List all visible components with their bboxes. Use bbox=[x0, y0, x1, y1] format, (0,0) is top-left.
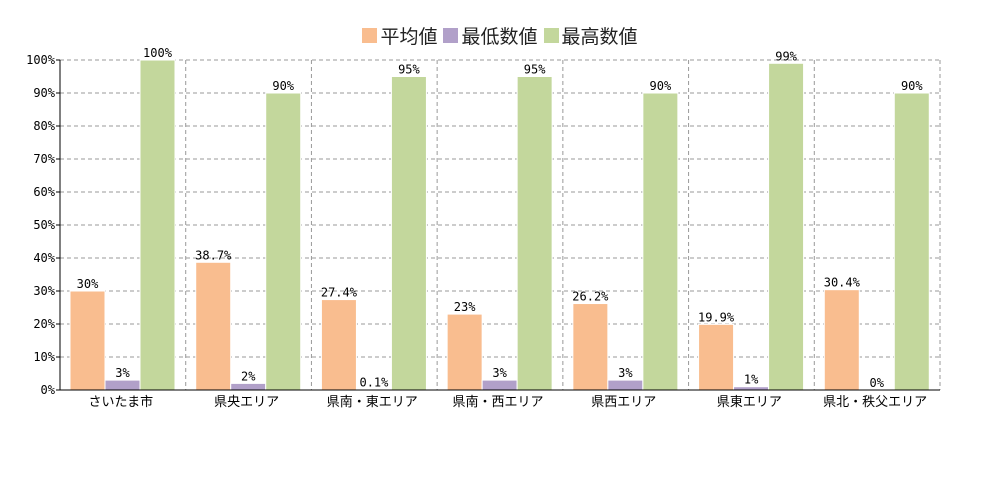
bar bbox=[516, 76, 553, 391]
data-label: 0.1% bbox=[359, 376, 389, 390]
data-label: 27.4% bbox=[321, 286, 358, 300]
y-tick-label: 60% bbox=[33, 185, 55, 199]
x-tick-label: 県央エリア bbox=[214, 395, 279, 410]
y-tick-label: 50% bbox=[33, 218, 55, 232]
data-label: 30% bbox=[77, 277, 99, 291]
data-label: 2% bbox=[241, 369, 256, 383]
y-tick-label: 20% bbox=[33, 317, 55, 331]
bar bbox=[607, 379, 644, 391]
x-tick-label: 県東エリア bbox=[717, 394, 782, 410]
grid-lines bbox=[60, 59, 941, 390]
axes: 0% 10% 20% 30% 40% 50% 60% 70% 80% 90% 100% さいたま市 県央… bbox=[26, 53, 940, 410]
data-label: 90% bbox=[272, 79, 294, 93]
bar bbox=[481, 379, 518, 391]
data-label: 99% bbox=[775, 49, 797, 63]
x-tick-label: さいたま市 bbox=[89, 394, 154, 410]
x-tick-label: 県南・西エリア bbox=[452, 394, 543, 410]
bars bbox=[69, 59, 930, 391]
data-label: 3% bbox=[618, 366, 633, 380]
data-label: 23% bbox=[454, 300, 476, 314]
bar bbox=[572, 303, 609, 391]
data-label: 30.4% bbox=[824, 276, 861, 290]
bar bbox=[139, 59, 176, 391]
y-tick-label: 90% bbox=[33, 86, 55, 100]
bar bbox=[768, 62, 805, 391]
data-label: 95% bbox=[398, 63, 420, 77]
legend-item-average: 平均値 bbox=[362, 22, 437, 49]
data-label: 90% bbox=[650, 79, 672, 93]
data-label: 90% bbox=[901, 79, 923, 93]
data-label: 38.7% bbox=[195, 248, 232, 262]
data-label: 0% bbox=[870, 376, 885, 390]
y-tick-label: 70% bbox=[33, 152, 55, 166]
bar bbox=[195, 261, 232, 391]
data-label: 95% bbox=[524, 63, 546, 77]
data-label: 3% bbox=[115, 366, 130, 380]
bar bbox=[390, 76, 427, 391]
chart-legend: 平均値 最低数値 最高数値 bbox=[0, 22, 1000, 49]
x-tick-label: 県北・秩父エリア bbox=[823, 395, 927, 410]
y-tick-label: 100% bbox=[26, 53, 56, 67]
data-label: 19.9% bbox=[698, 310, 735, 324]
x-tick-label: 県西エリア bbox=[591, 395, 656, 410]
y-tick-label: 40% bbox=[33, 251, 55, 265]
data-label: 26.2% bbox=[572, 290, 609, 304]
bar bbox=[230, 382, 267, 391]
legend-swatch-maximum bbox=[543, 28, 559, 43]
legend-swatch-average bbox=[362, 28, 378, 43]
y-tick-label: 0% bbox=[41, 383, 56, 397]
bar bbox=[104, 379, 141, 391]
legend-swatch-minimum bbox=[443, 28, 459, 43]
x-tick-label: 県南・東エリア bbox=[327, 394, 418, 410]
y-tick-label: 80% bbox=[33, 119, 55, 133]
data-labels: 30% 3% 100% 38.7% 2% 90% 27.4% 0.1% 95% 23% 3% 95% 2… bbox=[77, 46, 924, 390]
legend-item-maximum: 最高数値 bbox=[543, 22, 638, 49]
data-label: 1% bbox=[744, 373, 759, 387]
bar bbox=[320, 299, 357, 391]
bar bbox=[642, 92, 679, 391]
y-tick-label: 10% bbox=[33, 350, 55, 364]
bar bbox=[698, 323, 735, 391]
bar bbox=[893, 92, 930, 391]
legend-label-maximum: 最高数値 bbox=[561, 26, 638, 48]
legend-label-average: 平均値 bbox=[380, 26, 438, 48]
legend-item-minimum: 最低数値 bbox=[443, 22, 538, 49]
bar bbox=[69, 290, 106, 391]
data-label: 3% bbox=[492, 366, 507, 380]
bar bbox=[446, 313, 483, 391]
legend-label-minimum: 最低数値 bbox=[461, 26, 538, 48]
data-label: 100% bbox=[143, 46, 173, 60]
bar bbox=[265, 92, 302, 391]
bar bbox=[823, 289, 860, 391]
y-tick-label: 30% bbox=[33, 284, 55, 298]
